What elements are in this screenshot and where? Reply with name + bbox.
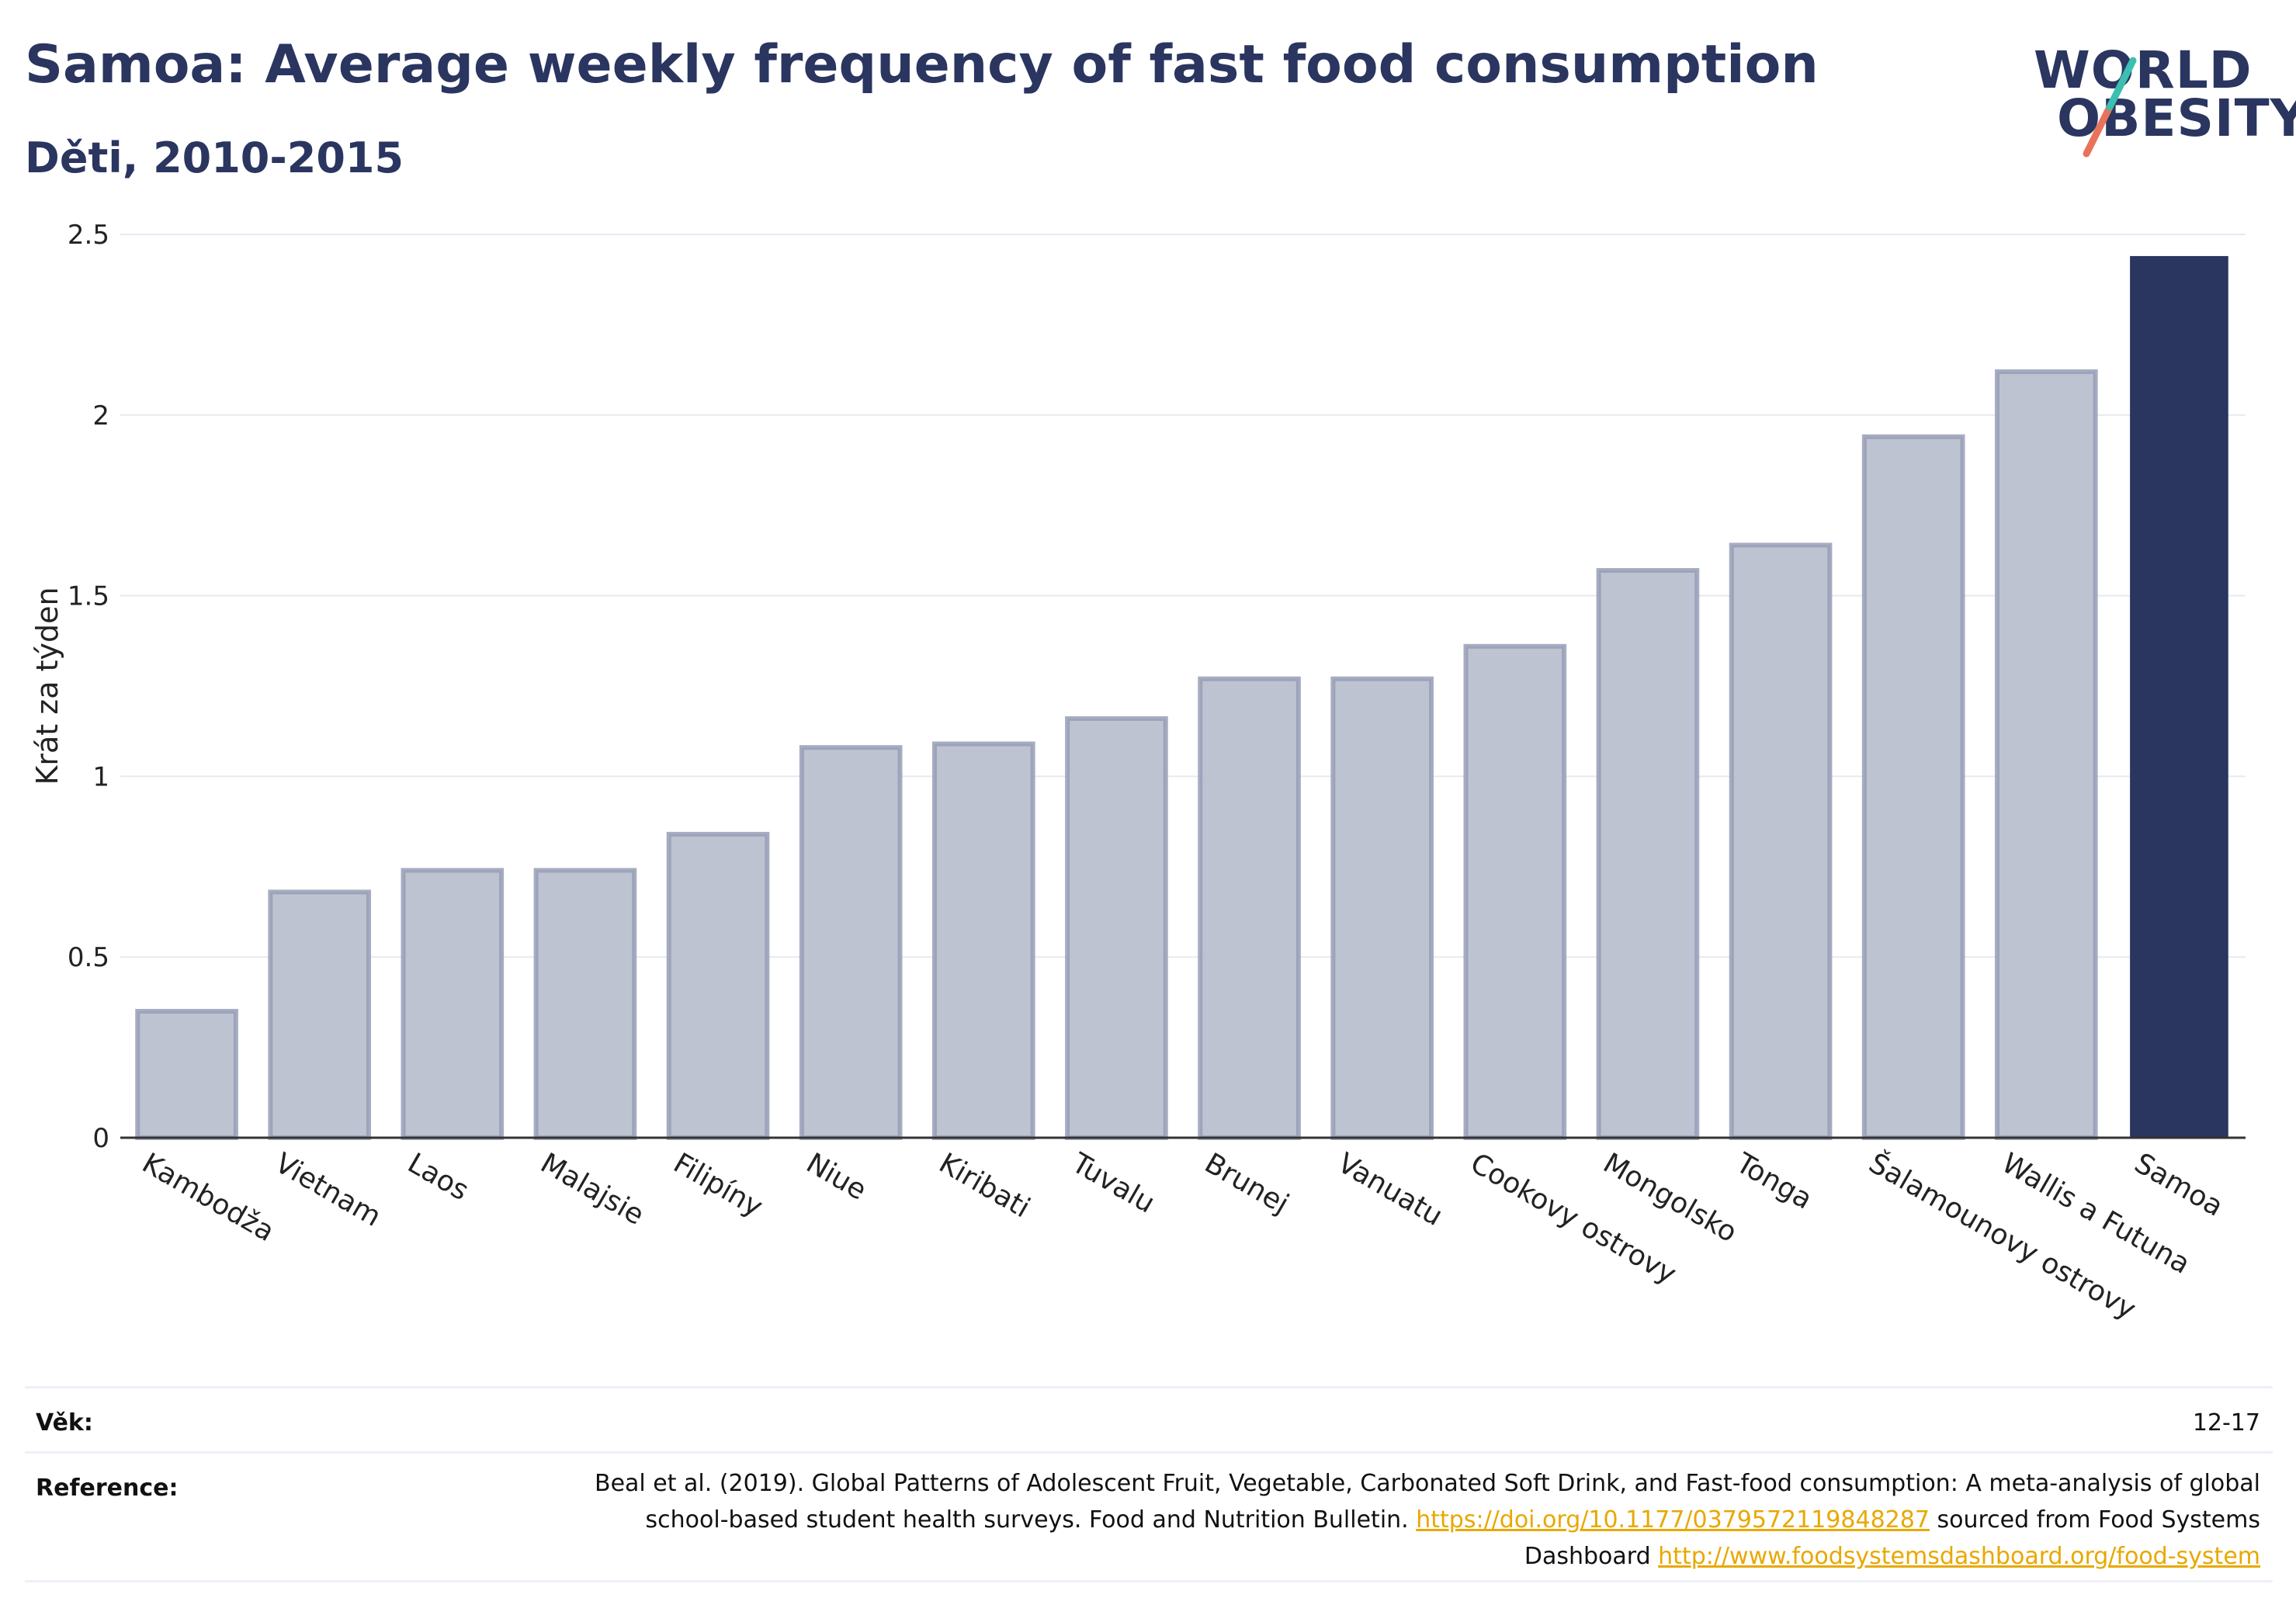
meta-divider <box>25 1386 2273 1388</box>
bar-šalamounovy-ostrovy <box>1861 434 1965 1140</box>
bar-samoa <box>2130 255 2228 1138</box>
x-tick-label: Filipíny <box>668 1147 768 1223</box>
world-obesity-logo: WORLD OBESITY <box>2034 40 2296 165</box>
bar-niue <box>799 745 903 1140</box>
x-tick-label: Malajsie <box>535 1147 649 1232</box>
meta-divider <box>25 1451 2273 1454</box>
reference-source: sourced from Food Systems Dashboard <box>1524 1506 2260 1570</box>
x-tick-label: Vanuatu <box>1332 1147 1448 1232</box>
bar-wallis-a-futuna <box>1994 369 2098 1141</box>
x-tick-label: Vietnam <box>269 1147 386 1233</box>
age-label: Věk: <box>36 1409 93 1437</box>
reference-doi-link[interactable]: https://doi.org/10.1177/0379572119848287 <box>1416 1506 1930 1534</box>
bar-kambodža <box>135 1009 238 1141</box>
chart-title: Samoa: Average weekly frequency of fast … <box>25 34 1819 95</box>
y-axis-label: Krát za týden <box>30 587 64 785</box>
bar-malajsie <box>533 868 637 1141</box>
meta-divider <box>25 1580 2273 1582</box>
reference-citation: Beal et al. (2019). Global Patterns of A… <box>594 1470 2260 1534</box>
x-tick-label: Kiribati <box>934 1147 1035 1224</box>
y-tick-label: 2.5 <box>68 220 109 251</box>
x-tick-label: Tuvalu <box>1066 1147 1160 1220</box>
bar-cookovy-ostrovy <box>1463 643 1567 1140</box>
y-tick-label: 1 <box>92 761 109 792</box>
y-tick-label: 0.5 <box>68 942 109 973</box>
x-tick-label: Kambodža <box>137 1147 279 1248</box>
bar-tonga <box>1729 542 1833 1140</box>
y-tick-label: 0 <box>92 1123 109 1154</box>
bar-tuvalu <box>1065 716 1168 1140</box>
x-tick-label: Samoa <box>2129 1147 2228 1223</box>
bar-brunej <box>1198 676 1301 1140</box>
bar-kiribati <box>931 741 1035 1140</box>
bar-vietnam <box>268 889 372 1140</box>
x-tick-label: Niue <box>801 1147 872 1206</box>
bar-mongolsko <box>1596 568 1700 1140</box>
reference-dashboard-link[interactable]: http://www.foodsystemsdashboard.org/food… <box>1658 1543 2260 1570</box>
bar-vanuatu <box>1330 676 1434 1140</box>
y-tick-label: 2 <box>92 400 109 431</box>
age-value: 12-17 <box>2192 1409 2260 1437</box>
x-tick-label: Tonga <box>1730 1147 1818 1216</box>
x-tick-label: Laos <box>402 1147 473 1207</box>
bar-filipíny <box>666 831 770 1140</box>
x-tick-label: Brunej <box>1199 1147 1294 1220</box>
reference-text: Beal et al. (2019). Global Patterns of A… <box>591 1465 2260 1575</box>
logo-slash-icon <box>2083 57 2137 158</box>
y-tick-label: 1.5 <box>68 581 109 612</box>
bar-chart: 0 0.5 1 1.5 2 2.5 Krát za týden KambodžaVietnam… <box>30 220 2246 1326</box>
bar-laos <box>401 868 505 1141</box>
logo-line-1: WORLD <box>2034 40 2253 100</box>
chart-subtitle: Děti, 2010-2015 <box>25 133 404 182</box>
reference-label: Reference: <box>36 1475 179 1502</box>
